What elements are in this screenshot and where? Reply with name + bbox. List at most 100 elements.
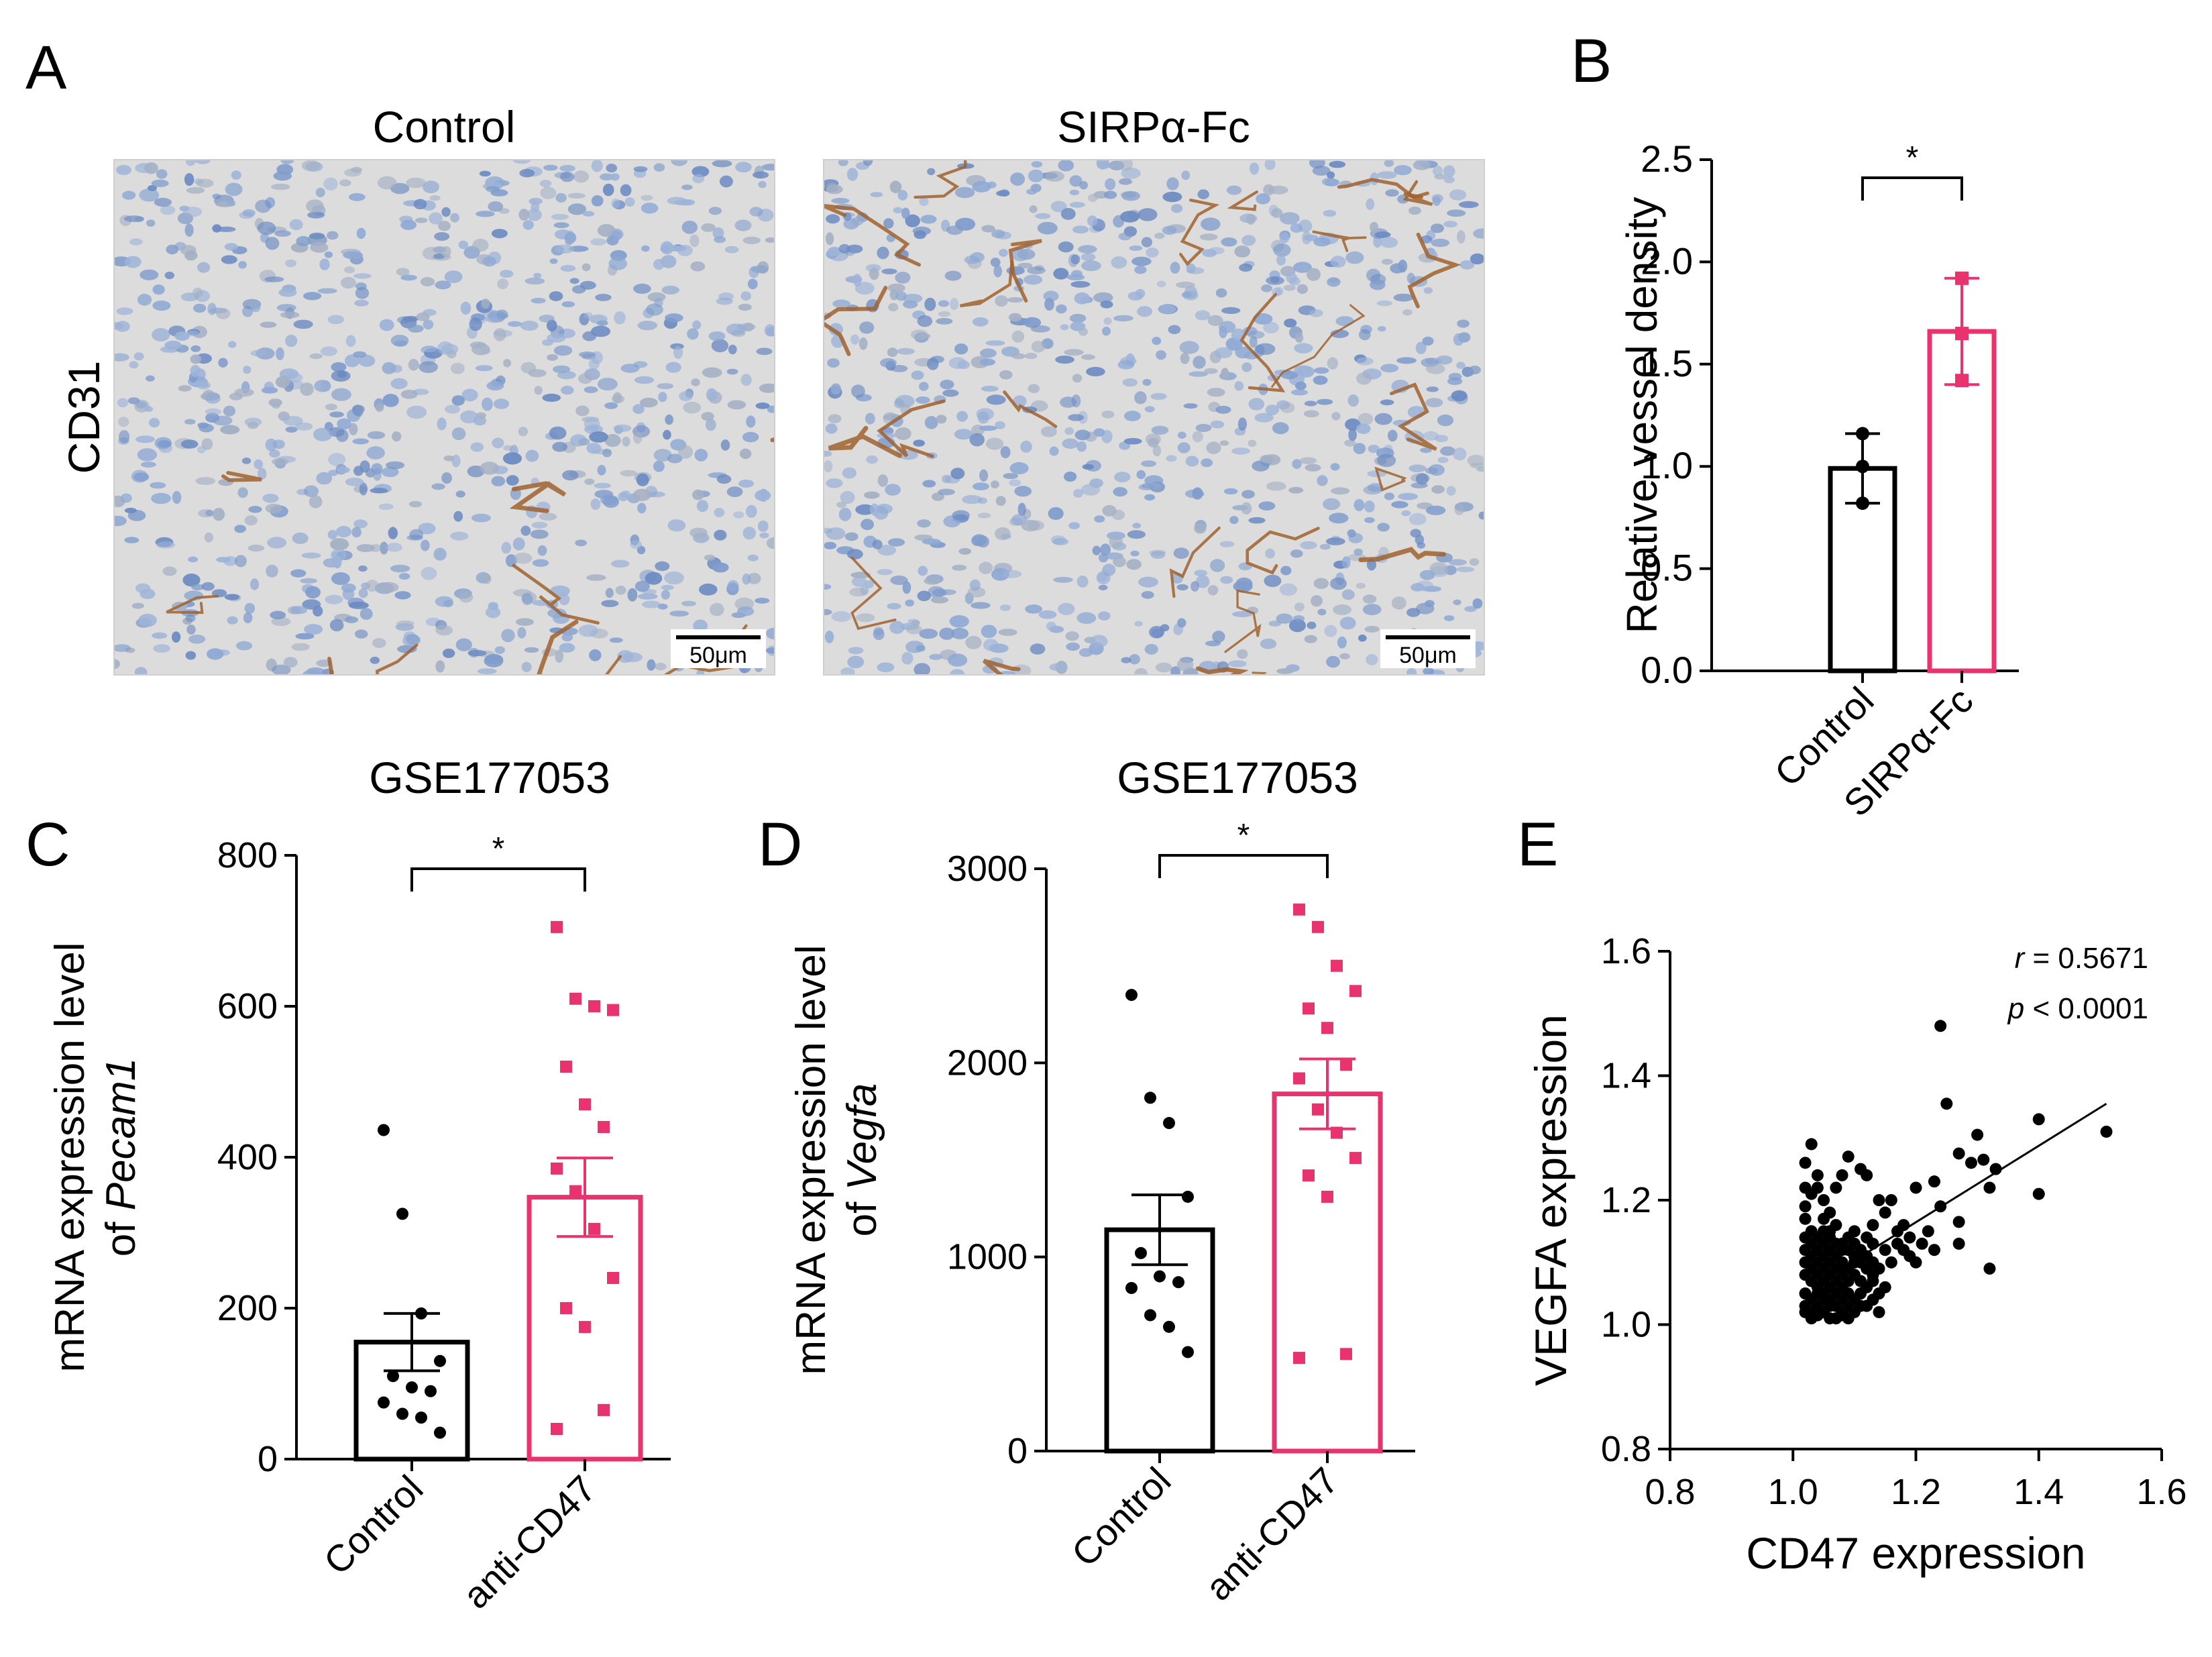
nucleus [1425, 600, 1435, 607]
nucleus [924, 297, 936, 311]
nucleus [716, 297, 733, 305]
nucleus [355, 629, 368, 639]
nucleus [633, 166, 648, 172]
nucleus [394, 591, 411, 600]
nucleus [590, 238, 606, 246]
nucleus [1366, 198, 1375, 211]
nucleus [514, 552, 533, 564]
nucleus [283, 657, 298, 668]
nucleus [235, 555, 247, 568]
nucleus [575, 405, 590, 417]
nucleus [450, 531, 469, 541]
nucleus [451, 427, 466, 441]
data-point [1952, 1237, 1965, 1250]
nucleus [547, 354, 558, 361]
nucleus [1241, 502, 1252, 515]
nucleus [824, 631, 834, 643]
nucleus [144, 162, 158, 174]
nucleus [1210, 420, 1225, 429]
nucleus [515, 618, 534, 626]
nucleus [981, 625, 997, 638]
nucleus [1121, 191, 1140, 201]
nucleus [1231, 447, 1250, 455]
data-point [1910, 1181, 1922, 1194]
nucleus [1447, 209, 1466, 217]
nucleus [186, 625, 196, 635]
y-tick-label: 1.4 [1601, 1056, 1651, 1096]
nucleus [205, 392, 221, 404]
nucleus [600, 494, 618, 505]
nucleus [1276, 254, 1286, 266]
nucleus [1241, 490, 1255, 499]
nucleus [521, 661, 532, 672]
nucleus [589, 649, 602, 661]
nucleus [691, 378, 700, 386]
nucleus [641, 203, 659, 214]
cd31-positive-vessel [828, 425, 902, 458]
y-tick-label: 0.0 [1641, 649, 1693, 691]
nucleus [1422, 336, 1434, 346]
nucleus [1134, 266, 1147, 274]
nucleus [180, 245, 197, 256]
x-category-label: anti-CD47 [1197, 1459, 1347, 1609]
nucleus [1435, 435, 1449, 443]
nucleus [600, 173, 614, 181]
nucleus [139, 189, 160, 202]
nucleus [719, 175, 733, 188]
nucleus [152, 284, 165, 295]
panel-letter-c: C [25, 810, 70, 879]
y-axis-label: mRNA expression level [47, 943, 93, 1373]
nucleus [290, 569, 307, 578]
micrograph-frame-control [113, 159, 775, 676]
nucleus [636, 473, 649, 486]
data-point [1855, 1299, 1867, 1312]
nucleus [590, 498, 601, 510]
nucleus [641, 245, 650, 252]
nucleus [1289, 619, 1306, 633]
nucleus [632, 404, 645, 414]
nucleus [986, 394, 1006, 405]
nucleus [1377, 171, 1397, 179]
nucleus [227, 200, 236, 206]
data-point [560, 1302, 572, 1314]
nucleus [244, 602, 256, 614]
nucleus [594, 482, 611, 489]
nucleus [1014, 486, 1032, 497]
cd31-positive-vessel [1195, 666, 1249, 675]
nucleus [1246, 213, 1256, 225]
nucleus [234, 525, 246, 533]
nucleus [530, 529, 549, 539]
nucleus [261, 386, 278, 394]
data-point [2032, 1187, 2045, 1200]
nucleus [493, 328, 506, 341]
cd31-positive-vessel [1239, 292, 1286, 392]
nucleus [755, 598, 770, 604]
nucleus [1058, 602, 1075, 615]
nucleus [917, 519, 931, 528]
p-value-annotation: p < 0.0001 [2007, 992, 2148, 1025]
nucleus [491, 229, 508, 239]
nucleus [1138, 208, 1158, 221]
nucleus [554, 244, 575, 254]
panel-letter-d: D [758, 810, 802, 879]
nucleus [965, 635, 982, 649]
nucleus [1134, 391, 1147, 405]
nucleus [131, 602, 144, 609]
nucleus [269, 449, 280, 458]
nucleus [204, 532, 213, 543]
nucleus [147, 184, 158, 191]
nucleus [979, 562, 993, 574]
nucleus [1473, 228, 1484, 239]
nucleus [657, 383, 674, 390]
nucleus [351, 527, 362, 538]
nucleus [1284, 318, 1297, 328]
nucleus [443, 600, 453, 607]
nucleus [1470, 462, 1484, 469]
nucleus [1335, 316, 1354, 327]
data-point [1873, 1263, 1885, 1275]
data-point [1303, 1169, 1315, 1182]
nucleus [910, 329, 928, 340]
nucleus [1330, 463, 1340, 471]
nucleus [1356, 357, 1374, 366]
nucleus [1049, 663, 1067, 672]
